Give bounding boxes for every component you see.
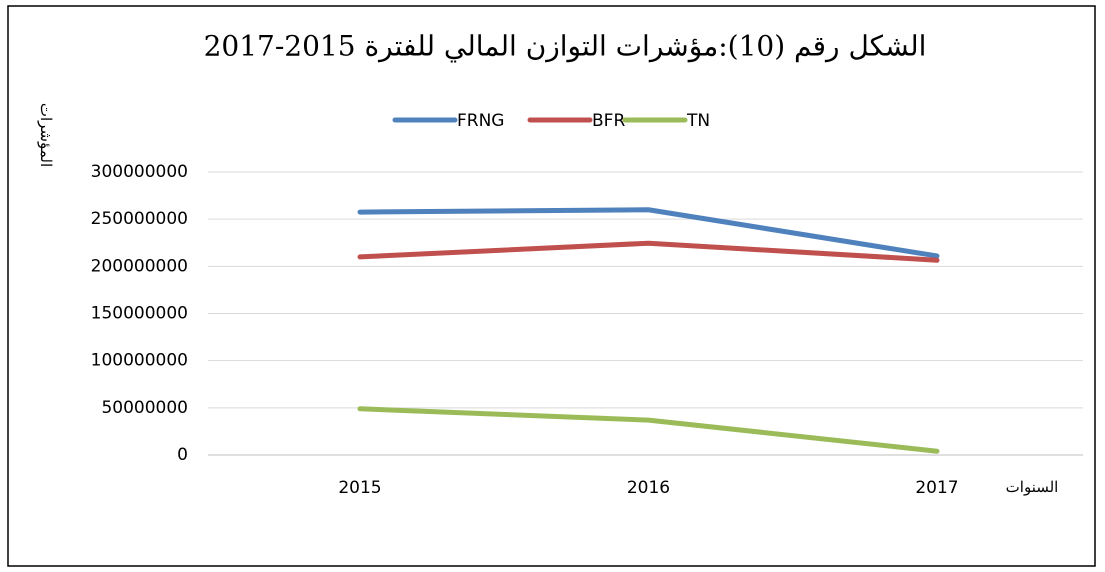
legend-label: TN — [686, 111, 710, 131]
series-line — [357, 406, 940, 454]
chart-title: الشكل رقم (10):مؤشرات التوازن المالي للف… — [204, 30, 927, 63]
y-tick-label: 100000000 — [91, 351, 188, 371]
legend-label: BFR — [592, 111, 625, 131]
series-line — [357, 207, 940, 259]
x-axis-label: السنوات — [1006, 478, 1059, 496]
y-tick-label: 0 — [177, 445, 188, 465]
x-tick-label: 2015 — [338, 478, 381, 498]
x-tick-label: 2016 — [627, 478, 670, 498]
y-axis-label: المؤشرات — [37, 103, 55, 167]
x-tick-label: 2017 — [915, 478, 958, 498]
y-tick-label: 300000000 — [91, 162, 188, 182]
chart-border — [7, 5, 1096, 567]
series-line — [357, 240, 940, 263]
y-tick-label: 150000000 — [91, 304, 188, 324]
y-tick-label: 50000000 — [101, 398, 188, 418]
y-tick-label: 250000000 — [91, 209, 188, 229]
legend-label: FRNG — [457, 111, 504, 131]
y-tick-label: 200000000 — [91, 256, 188, 276]
